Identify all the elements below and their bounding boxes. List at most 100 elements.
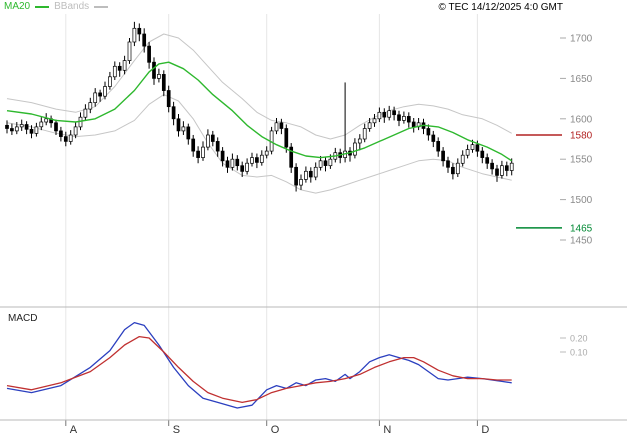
- month-label: O: [271, 424, 280, 436]
- candle-body: [245, 162, 249, 172]
- macd-layer: [6, 321, 512, 409]
- candle-body: [406, 116, 411, 123]
- candle-body: [308, 170, 313, 178]
- candle-body: [411, 121, 416, 128]
- candle-body: [206, 134, 210, 148]
- candle-body: [63, 136, 68, 142]
- candle-body: [446, 160, 450, 168]
- price-tick-label: 1550: [570, 155, 593, 166]
- candle-body: [14, 126, 19, 132]
- candle-body: [98, 92, 102, 97]
- candle-body: [377, 111, 382, 120]
- candle-body: [10, 128, 14, 132]
- macd-tick-label: 0.10: [570, 348, 588, 358]
- bollinger-lower-line: [6, 94, 512, 194]
- candle-body: [93, 92, 98, 103]
- axis-layer: A S O N D 1700 1650 1600 1550 1500 1450 0.20 0.10: [0, 34, 627, 436]
- candle-body: [353, 142, 357, 156]
- candle-body: [357, 138, 362, 144]
- legend: MA20 BBands: [4, 1, 109, 12]
- price-level-label: 1465: [570, 223, 593, 234]
- candle-body: [313, 166, 318, 178]
- candle-body: [255, 157, 259, 163]
- candle-body: [220, 150, 225, 162]
- candle-body: [19, 124, 24, 128]
- price-tick-label: 1450: [570, 236, 593, 247]
- candle-body: [475, 144, 480, 152]
- candle-body: [161, 74, 166, 91]
- candle-body: [230, 158, 235, 168]
- legend-ma20-label: MA20: [4, 1, 31, 12]
- candle-body: [259, 154, 264, 163]
- grid-layer: [65, 14, 478, 420]
- candle-body: [122, 60, 127, 71]
- candle-body: [279, 122, 284, 129]
- candle-body: [142, 33, 147, 47]
- candle-body: [387, 110, 392, 118]
- candle-body: [490, 162, 494, 170]
- candle-body: [318, 160, 323, 168]
- month-label: N: [383, 424, 391, 436]
- price-tick-label: 1600: [570, 114, 593, 125]
- macd-line: [6, 321, 512, 409]
- candles-layer: [5, 21, 514, 192]
- candle-body: [470, 144, 475, 150]
- candle-body: [362, 128, 367, 140]
- bollinger-bands-layer: [6, 33, 512, 194]
- candle-body: [225, 160, 230, 168]
- candle-body: [299, 179, 303, 186]
- candle-body: [201, 146, 205, 158]
- candle-body: [431, 134, 436, 142]
- legend-bbands-label: BBands: [54, 1, 90, 12]
- candle-body: [289, 146, 294, 168]
- price-tick-label: 1650: [570, 74, 593, 85]
- candle-body: [157, 74, 161, 79]
- candle-body: [171, 106, 176, 120]
- candle-body: [382, 111, 387, 118]
- candle-body: [274, 122, 279, 132]
- candle-body: [39, 121, 44, 128]
- candle-body: [132, 27, 137, 43]
- ma20-line-swatch: [35, 5, 50, 8]
- candle-body: [73, 126, 78, 136]
- macd-tick-label: 0.20: [570, 334, 588, 344]
- candle-body: [250, 157, 254, 164]
- candle-body: [402, 116, 406, 121]
- candle-body: [495, 168, 499, 176]
- macd-signal-line: [6, 335, 512, 404]
- candle-body: [59, 130, 63, 137]
- price-tick-label: 1700: [570, 34, 593, 45]
- candle-body: [54, 122, 58, 132]
- candle-body: [264, 150, 269, 156]
- candle-body: [210, 134, 215, 142]
- candle-body: [436, 141, 441, 152]
- price-level-label: 1580: [570, 130, 593, 141]
- ma20-line: [6, 61, 513, 162]
- candle-body: [284, 128, 289, 148]
- candle-body: [480, 150, 485, 158]
- candle-body: [137, 27, 142, 35]
- candle-body: [191, 138, 196, 152]
- candle-body: [152, 61, 156, 79]
- candle-body: [29, 128, 34, 134]
- candle-body: [328, 158, 333, 167]
- month-label: A: [70, 424, 78, 436]
- candle-body: [103, 86, 107, 97]
- candle-body: [500, 165, 504, 176]
- price-tick-label: 1500: [570, 195, 593, 206]
- candle-body: [323, 160, 328, 166]
- candle-body: [465, 149, 470, 156]
- candle-body: [176, 118, 181, 132]
- month-label: D: [481, 424, 489, 436]
- candle-body: [240, 165, 245, 172]
- candle-body: [235, 158, 240, 167]
- candle-body: [166, 90, 171, 108]
- candle-body: [83, 108, 88, 118]
- candle-body: [196, 150, 200, 158]
- candle-body: [147, 45, 151, 63]
- candle-body: [112, 65, 117, 78]
- bbands-line-swatch: [94, 5, 109, 8]
- candle-body: [455, 162, 460, 175]
- candle-body: [68, 134, 73, 142]
